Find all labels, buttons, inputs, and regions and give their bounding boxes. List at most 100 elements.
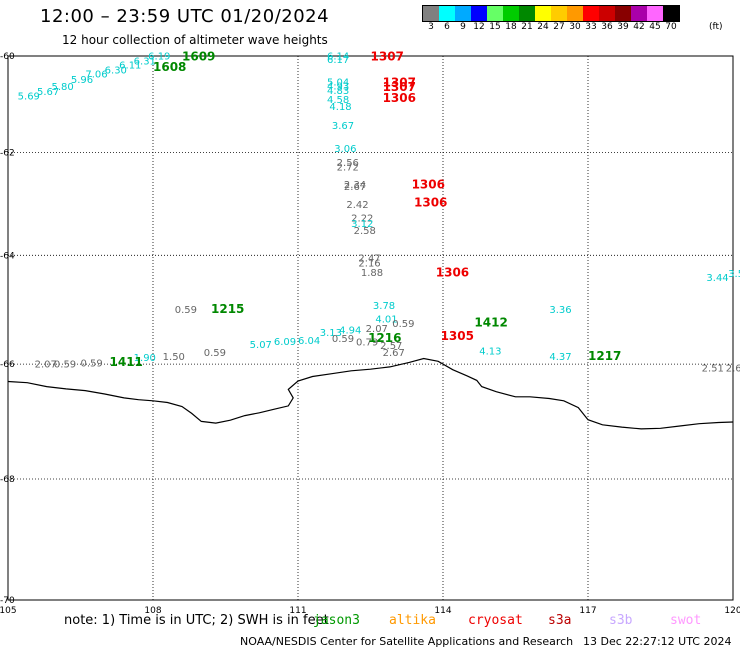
- legend-swatch-24: [535, 6, 551, 21]
- wave-height-label: 0.79: [356, 338, 378, 349]
- wave-height-label: 3.67: [332, 121, 354, 132]
- pass-time-label: 1609: [182, 50, 215, 64]
- lon-tick-label: 105: [0, 606, 17, 616]
- wave-height-label: 4.93: [327, 82, 349, 93]
- wave-height-label: 6.31: [134, 56, 156, 67]
- pass-time-label: 1307: [383, 76, 416, 90]
- wave-height-label: 0.59: [332, 334, 354, 345]
- legend-label-36: 36: [601, 22, 613, 32]
- wave-height-label: 4.94: [339, 326, 361, 337]
- satellite-label-swot: swot: [670, 613, 702, 628]
- legend-swatch-3: [423, 6, 439, 21]
- wave-height-color-legend: [422, 5, 680, 22]
- wave-height-label: 5.04: [327, 77, 349, 88]
- lat-tick-label: -64: [0, 251, 15, 261]
- wave-height-label: 1.88: [361, 268, 383, 279]
- wave-height-label: 0.59: [392, 319, 414, 330]
- wave-height-label: 3.13: [320, 328, 342, 339]
- legend-label-42: 42: [633, 22, 645, 32]
- pass-time-label: 1306: [414, 195, 447, 209]
- legend-swatch-45: [647, 6, 663, 21]
- wave-height-label: 2.22: [351, 213, 373, 224]
- legend-swatch-18: [503, 6, 519, 21]
- legend-label-9: 9: [460, 22, 466, 32]
- wave-height-label: 3.12: [351, 219, 373, 230]
- wave-height-label: 5.80: [52, 82, 74, 93]
- wave-height-label: 2.51: [702, 363, 724, 374]
- lat-tick-label: -70: [0, 596, 15, 606]
- satellite-label-cryosat: cryosat: [468, 613, 523, 628]
- antarctic-coastline: [7, 357, 734, 430]
- legend-swatch-12: [471, 6, 487, 21]
- wave-height-label: 2.07: [366, 324, 388, 335]
- pass-time-label: 1307: [371, 50, 404, 64]
- wave-height-label: 6.09: [274, 337, 296, 348]
- legend-swatch-39: [615, 6, 631, 21]
- satellite-label-s3a: s3a: [548, 613, 572, 628]
- pass-time-label: 1215: [211, 302, 244, 316]
- legend-swatch-36: [599, 6, 615, 21]
- wave-height-label: 2.58: [354, 226, 376, 237]
- wave-height-label: 6.17: [327, 55, 349, 66]
- wave-height-label: 2.47: [358, 254, 380, 265]
- legend-swatch-70: [663, 6, 679, 21]
- lat-tick-label: -66: [0, 360, 15, 370]
- wave-height-label: 4.83: [327, 86, 349, 97]
- wave-height-label: 5.69: [18, 92, 40, 103]
- legend-label-39: 39: [617, 22, 629, 32]
- legend-swatch-21: [519, 6, 535, 21]
- wave-height-label: 0.59: [54, 359, 76, 370]
- wave-height-label: 3.36: [549, 305, 571, 316]
- page-subtitle: 12 hour collection of altimeter wave hei…: [62, 33, 328, 47]
- wave-height-label: 4.37: [549, 352, 571, 363]
- lon-tick-label: 117: [579, 606, 596, 616]
- legend-label-27: 27: [553, 22, 565, 32]
- footnote: note: 1) Time is in UTC; 2) SWH is in fe…: [64, 613, 329, 628]
- lat-tick-label: -60: [0, 52, 15, 62]
- legend-label-30: 30: [569, 22, 581, 32]
- pass-time-label: 1306: [436, 266, 469, 280]
- legend-swatch-15: [487, 6, 503, 21]
- lat-tick-label: -68: [0, 475, 15, 485]
- pass-time-label: 1306: [383, 91, 416, 105]
- legend-label-70: 70: [665, 22, 677, 32]
- wave-height-label: 3.44: [706, 273, 728, 284]
- wave-height-label: 2.67: [383, 348, 405, 359]
- map-frame: [7, 55, 734, 601]
- legend-label-45: 45: [649, 22, 661, 32]
- legend-label-24: 24: [537, 22, 549, 32]
- satellite-label-altika: altika: [389, 613, 436, 628]
- lon-tick-label: 108: [144, 606, 161, 616]
- wave-height-label: 4.13: [479, 347, 501, 358]
- wave-height-label: 2.6: [726, 363, 740, 374]
- wave-height-label: 2.72: [337, 163, 359, 174]
- credit-line: NOAA/NESDIS Center for Satellite Applica…: [240, 635, 574, 648]
- wave-height-label: 6.14: [327, 52, 349, 63]
- legend-swatch-9: [455, 6, 471, 21]
- wave-height-label: 2.56: [337, 158, 359, 169]
- legend-swatch-33: [583, 6, 599, 21]
- pass-time-label: 1307: [383, 80, 416, 94]
- wave-height-label: 5.67: [37, 87, 59, 98]
- page-title: 12:00 – 23:59 UTC 01/20/2024: [40, 6, 330, 27]
- legend-swatch-27: [551, 6, 567, 21]
- pass-time-label: 1412: [474, 315, 507, 329]
- lon-tick-label: 114: [434, 606, 451, 616]
- wave-height-label: 0.59: [175, 305, 197, 316]
- wave-height-label: 2.07: [35, 359, 57, 370]
- legend-label-3: 3: [428, 22, 434, 32]
- legend-label-12: 12: [473, 22, 485, 32]
- pass-time-label: 1216: [368, 331, 401, 345]
- wave-height-label: 4.01: [375, 315, 397, 326]
- wave-height-label: 6.11: [119, 61, 141, 72]
- legend-label-18: 18: [505, 22, 517, 32]
- wave-height-label: 0.59: [204, 348, 226, 359]
- legend-label-6: 6: [444, 22, 450, 32]
- wave-height-label: 0.59: [81, 358, 103, 369]
- wave-height-label: 6.30: [105, 65, 127, 76]
- pass-time-label: 1305: [441, 329, 474, 343]
- wave-height-label: 5.07: [250, 340, 272, 351]
- wave-height-label: 3.06: [334, 144, 356, 155]
- generation-timestamp: 13 Dec 22:27:12 UTC 2024: [583, 635, 732, 648]
- wave-height-label: 5.96: [71, 75, 93, 86]
